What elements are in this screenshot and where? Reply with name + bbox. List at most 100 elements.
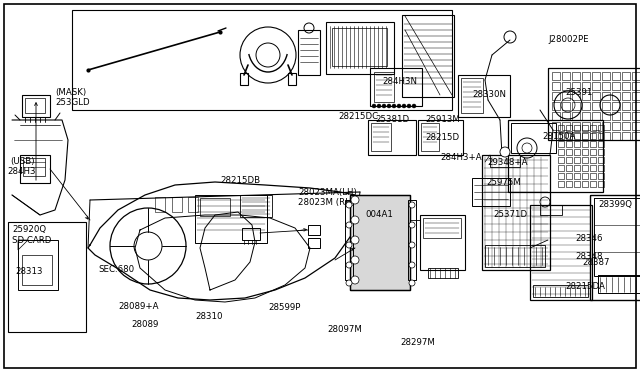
- Text: 28297M: 28297M: [400, 338, 435, 347]
- Bar: [582, 82, 590, 90]
- Bar: [590, 173, 596, 179]
- Bar: [582, 149, 588, 155]
- Circle shape: [392, 104, 396, 108]
- Text: 25920Q: 25920Q: [12, 225, 46, 234]
- Bar: [574, 173, 580, 179]
- Bar: [612, 112, 620, 120]
- Bar: [371, 123, 391, 151]
- Bar: [592, 82, 600, 90]
- Text: 28215D: 28215D: [425, 133, 459, 142]
- Bar: [23, 158, 45, 176]
- Bar: [622, 92, 630, 100]
- Bar: [562, 112, 570, 120]
- Bar: [598, 149, 604, 155]
- Bar: [582, 102, 590, 110]
- Text: 004A1: 004A1: [365, 210, 393, 219]
- Bar: [622, 72, 630, 80]
- Bar: [552, 112, 560, 120]
- Bar: [172, 197, 182, 212]
- Bar: [308, 225, 320, 235]
- Text: 28089+A: 28089+A: [118, 302, 159, 311]
- Bar: [622, 102, 630, 110]
- Text: 25371D: 25371D: [493, 210, 527, 219]
- Bar: [572, 102, 580, 110]
- Bar: [22, 95, 50, 117]
- Circle shape: [409, 242, 415, 248]
- Bar: [508, 120, 603, 192]
- Bar: [566, 173, 572, 179]
- Bar: [485, 245, 545, 267]
- Text: 28215DC: 28215DC: [338, 112, 378, 121]
- Bar: [612, 82, 620, 90]
- Bar: [350, 195, 410, 290]
- Bar: [428, 268, 458, 278]
- Text: 28346: 28346: [575, 234, 602, 243]
- Circle shape: [409, 202, 415, 208]
- Circle shape: [351, 276, 359, 284]
- Bar: [602, 82, 610, 90]
- Bar: [408, 200, 416, 280]
- Circle shape: [351, 236, 359, 244]
- Bar: [582, 92, 590, 100]
- Text: 28330N: 28330N: [472, 90, 506, 99]
- Polygon shape: [18, 240, 28, 250]
- Bar: [72, 10, 452, 110]
- Bar: [562, 102, 570, 110]
- Bar: [582, 141, 588, 147]
- Circle shape: [407, 104, 411, 108]
- Bar: [552, 132, 560, 140]
- Bar: [558, 133, 564, 139]
- Bar: [572, 72, 580, 80]
- Bar: [566, 125, 572, 131]
- Bar: [420, 215, 465, 270]
- Bar: [590, 141, 596, 147]
- Circle shape: [377, 104, 381, 108]
- Bar: [574, 149, 580, 155]
- Bar: [18, 240, 58, 290]
- Bar: [22, 255, 52, 285]
- Text: 25381D: 25381D: [375, 115, 409, 124]
- Bar: [242, 228, 260, 240]
- Bar: [332, 28, 387, 66]
- Bar: [612, 92, 620, 100]
- Bar: [598, 181, 604, 187]
- Bar: [566, 133, 572, 139]
- Bar: [598, 165, 604, 171]
- Bar: [562, 72, 570, 80]
- Bar: [612, 102, 620, 110]
- Bar: [566, 165, 572, 171]
- Bar: [632, 132, 640, 140]
- Circle shape: [372, 104, 376, 108]
- Bar: [540, 205, 562, 215]
- Bar: [574, 165, 580, 171]
- Bar: [350, 195, 410, 290]
- Text: 284H3N: 284H3N: [382, 77, 417, 86]
- Bar: [598, 125, 604, 131]
- Bar: [582, 112, 590, 120]
- Bar: [552, 102, 560, 110]
- Bar: [598, 157, 604, 163]
- Bar: [602, 92, 610, 100]
- Bar: [461, 78, 483, 113]
- Bar: [25, 98, 45, 113]
- Bar: [552, 92, 560, 100]
- Text: 28387: 28387: [582, 258, 609, 267]
- Bar: [548, 68, 640, 140]
- Bar: [574, 157, 580, 163]
- Bar: [632, 72, 640, 80]
- Bar: [632, 102, 640, 110]
- Bar: [574, 125, 580, 131]
- Circle shape: [387, 104, 391, 108]
- Bar: [8, 222, 86, 332]
- Text: 284H3: 284H3: [7, 167, 35, 176]
- Bar: [612, 72, 620, 80]
- Bar: [200, 198, 230, 216]
- Circle shape: [409, 280, 415, 286]
- Bar: [622, 112, 630, 120]
- Bar: [598, 173, 604, 179]
- Text: (USB): (USB): [10, 157, 35, 166]
- Bar: [602, 102, 610, 110]
- Bar: [552, 122, 560, 130]
- Bar: [490, 155, 520, 167]
- Bar: [632, 112, 640, 120]
